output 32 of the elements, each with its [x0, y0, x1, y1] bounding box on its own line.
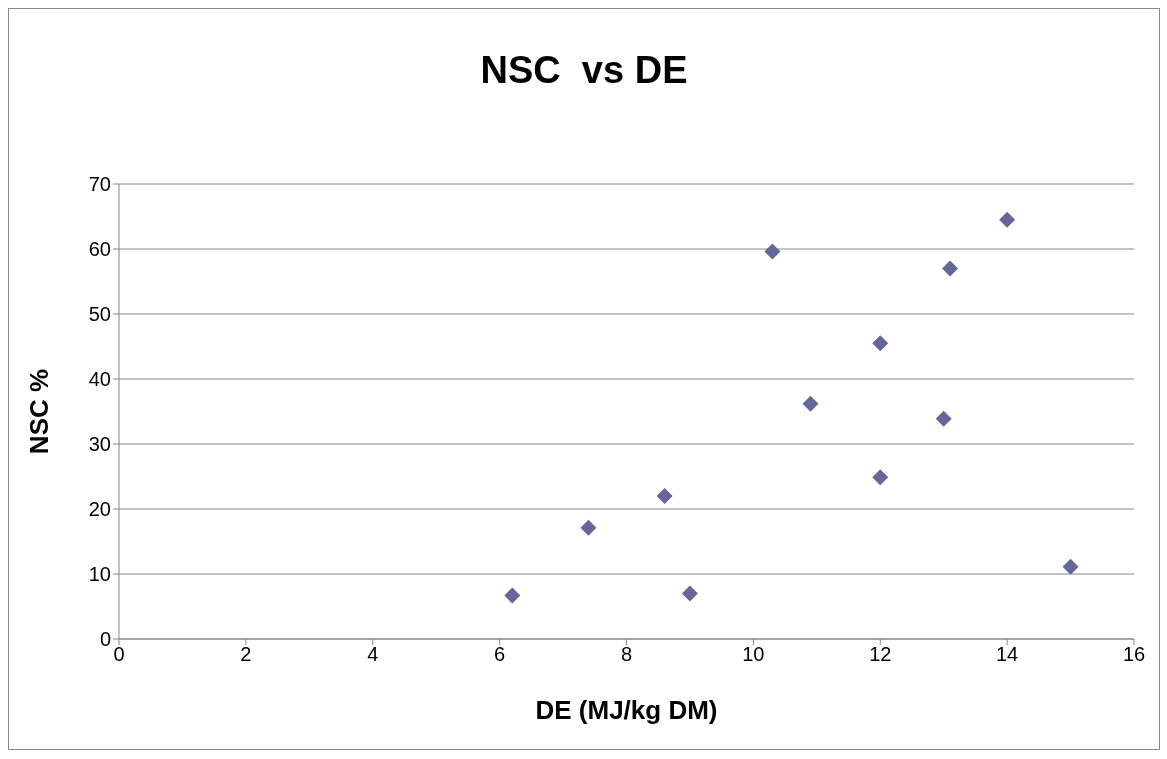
x-tick-label: 12: [869, 643, 892, 666]
x-axis-title: DE (MJ/kg DM): [535, 695, 718, 725]
x-tick-label: 6: [494, 643, 506, 666]
y-tick-label: 20: [88, 498, 111, 521]
point: [1062, 558, 1079, 575]
y-tick-label: 60: [88, 238, 111, 261]
y-tick-label: 70: [88, 173, 111, 196]
x-tick-label: 4: [367, 643, 379, 666]
point: [802, 395, 819, 412]
x-tick-label: 16: [1122, 643, 1146, 666]
x-tick-label: 10: [742, 643, 765, 666]
point: [681, 585, 698, 602]
y-tick-label: 30: [88, 433, 111, 456]
x-tick-label: 14: [996, 643, 1019, 666]
point: [942, 260, 959, 277]
point: [504, 587, 521, 604]
y-tick-label: 50: [88, 303, 111, 326]
x-tick-label: 2: [240, 643, 252, 666]
x-tick-label: 8: [620, 643, 633, 666]
point: [872, 335, 889, 352]
point: [999, 211, 1016, 228]
y-tick-label: 40: [88, 368, 111, 391]
y-tick-label: 10: [88, 563, 111, 586]
y-tick-label: 0: [99, 628, 111, 651]
y-axis-title: NSC %: [24, 368, 55, 455]
point: [764, 243, 781, 260]
point: [656, 488, 673, 504]
chart-title: NSC vs DE: [479, 49, 689, 92]
x-tick-label: 0: [113, 643, 125, 666]
point: [872, 469, 889, 486]
point: [935, 410, 952, 427]
point: [580, 519, 597, 536]
